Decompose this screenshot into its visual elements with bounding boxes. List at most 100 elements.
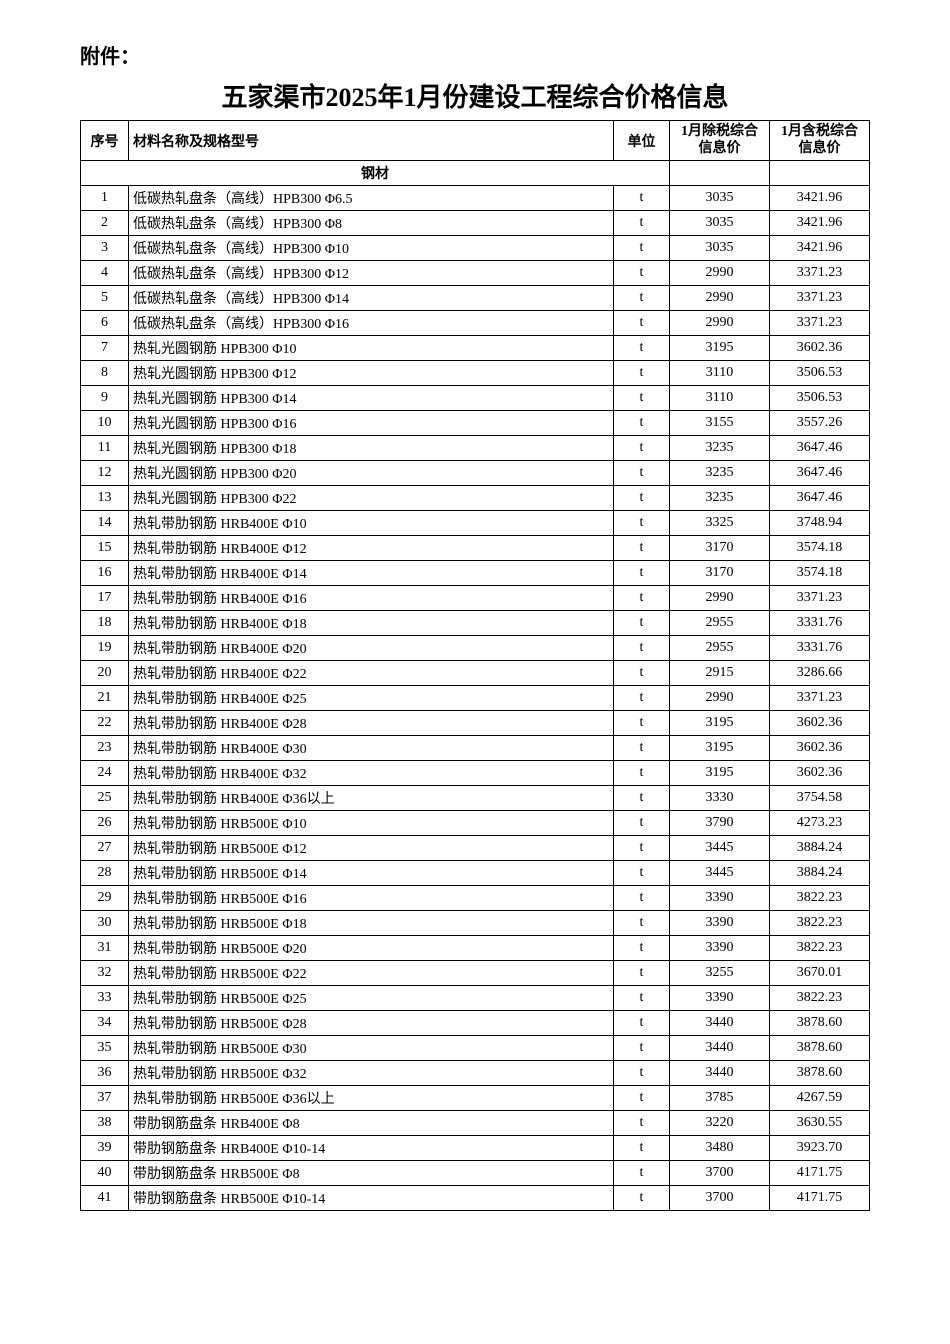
cell-seq: 40: [81, 1161, 129, 1186]
table-row: 21热轧带肋钢筋 HRB400E Φ25t29903371.23: [81, 686, 870, 711]
cell-price-excl: 3035: [670, 236, 770, 261]
table-row: 23热轧带肋钢筋 HRB400E Φ30t31953602.36: [81, 736, 870, 761]
cell-seq: 27: [81, 836, 129, 861]
cell-name: 热轧光圆钢筋 HPB300 Φ14: [129, 386, 614, 411]
cell-name: 热轧带肋钢筋 HRB400E Φ25: [129, 686, 614, 711]
cell-price-incl: 3557.26: [770, 411, 870, 436]
cell-price-excl: 3440: [670, 1061, 770, 1086]
table-row: 13热轧光圆钢筋 HPB300 Φ22t32353647.46: [81, 486, 870, 511]
cell-name: 热轧带肋钢筋 HRB500E Φ12: [129, 836, 614, 861]
cell-price-excl: 3700: [670, 1161, 770, 1186]
cell-seq: 30: [81, 911, 129, 936]
cell-price-excl: 3195: [670, 736, 770, 761]
cell-name: 热轧光圆钢筋 HPB300 Φ18: [129, 436, 614, 461]
cell-price-incl: 4171.75: [770, 1186, 870, 1211]
cell-price-excl: 3330: [670, 786, 770, 811]
table-row: 32热轧带肋钢筋 HRB500E Φ22t32553670.01: [81, 961, 870, 986]
cell-unit: t: [614, 236, 670, 261]
cell-price-incl: 3647.46: [770, 486, 870, 511]
cell-seq: 13: [81, 486, 129, 511]
table-row: 14热轧带肋钢筋 HRB400E Φ10t33253748.94: [81, 511, 870, 536]
table-row: 18热轧带肋钢筋 HRB400E Φ18t29553331.76: [81, 611, 870, 636]
cell-price-incl: 3878.60: [770, 1036, 870, 1061]
cell-unit: t: [614, 211, 670, 236]
page-title: 五家渠市2025年1月份建设工程综合价格信息: [80, 77, 870, 114]
cell-price-incl: 3421.96: [770, 236, 870, 261]
cell-price-incl: 3602.36: [770, 336, 870, 361]
cell-seq: 37: [81, 1086, 129, 1111]
cell-price-excl: 3035: [670, 211, 770, 236]
table-row: 24热轧带肋钢筋 HRB400E Φ32t31953602.36: [81, 761, 870, 786]
cell-price-incl: 3670.01: [770, 961, 870, 986]
cell-name: 热轧光圆钢筋 HPB300 Φ16: [129, 411, 614, 436]
cell-name: 低碳热轧盘条（高线）HPB300 Φ16: [129, 311, 614, 336]
cell-unit: t: [614, 836, 670, 861]
cell-unit: t: [614, 811, 670, 836]
cell-price-incl: 3506.53: [770, 386, 870, 411]
cell-seq: 6: [81, 311, 129, 336]
cell-price-excl: 3390: [670, 986, 770, 1011]
cell-name: 热轧光圆钢筋 HPB300 Φ10: [129, 336, 614, 361]
cell-unit: t: [614, 386, 670, 411]
cell-price-excl: 3785: [670, 1086, 770, 1111]
cell-price-incl: 3884.24: [770, 836, 870, 861]
cell-price-excl: 3195: [670, 761, 770, 786]
cell-price-excl: 2990: [670, 586, 770, 611]
cell-seq: 10: [81, 411, 129, 436]
cell-seq: 19: [81, 636, 129, 661]
cell-price-excl: 3170: [670, 561, 770, 586]
cell-seq: 36: [81, 1061, 129, 1086]
cell-price-excl: 2955: [670, 636, 770, 661]
cell-unit: t: [614, 511, 670, 536]
cell-name: 热轧带肋钢筋 HRB400E Φ12: [129, 536, 614, 561]
cell-seq: 15: [81, 536, 129, 561]
cell-unit: t: [614, 786, 670, 811]
table-row: 30热轧带肋钢筋 HRB500E Φ18t33903822.23: [81, 911, 870, 936]
cell-seq: 38: [81, 1111, 129, 1136]
cell-seq: 14: [81, 511, 129, 536]
header-name: 材料名称及规格型号: [129, 121, 614, 161]
table-row: 38带肋钢筋盘条 HRB400E Φ8t32203630.55: [81, 1111, 870, 1136]
cell-unit: t: [614, 361, 670, 386]
cell-price-incl: 3421.96: [770, 186, 870, 211]
cell-price-excl: 3235: [670, 461, 770, 486]
table-header-row: 序号 材料名称及规格型号 单位 1月除税综合信息价 1月含税综合信息价: [81, 121, 870, 161]
cell-price-incl: 3822.23: [770, 986, 870, 1011]
attachment-label: 附件：: [80, 40, 870, 69]
cell-price-excl: 3195: [670, 711, 770, 736]
table-row: 7热轧光圆钢筋 HPB300 Φ10t31953602.36: [81, 336, 870, 361]
cell-price-incl: 3602.36: [770, 761, 870, 786]
cell-unit: t: [614, 886, 670, 911]
cell-price-incl: 4273.23: [770, 811, 870, 836]
table-row: 8热轧光圆钢筋 HPB300 Φ12t31103506.53: [81, 361, 870, 386]
table-row: 1低碳热轧盘条（高线）HPB300 Φ6.5t30353421.96: [81, 186, 870, 211]
cell-unit: t: [614, 336, 670, 361]
cell-price-excl: 3110: [670, 361, 770, 386]
cell-price-incl: 3884.24: [770, 861, 870, 886]
table-row: 29热轧带肋钢筋 HRB500E Φ16t33903822.23: [81, 886, 870, 911]
section-empty-cell: [770, 161, 870, 186]
cell-name: 热轧带肋钢筋 HRB400E Φ36以上: [129, 786, 614, 811]
cell-price-excl: 3445: [670, 836, 770, 861]
cell-unit: t: [614, 411, 670, 436]
cell-price-excl: 3390: [670, 936, 770, 961]
table-row: 26热轧带肋钢筋 HRB500E Φ10t37904273.23: [81, 811, 870, 836]
cell-seq: 21: [81, 686, 129, 711]
cell-name: 热轧带肋钢筋 HRB400E Φ20: [129, 636, 614, 661]
cell-price-incl: 3371.23: [770, 286, 870, 311]
cell-price-incl: 3878.60: [770, 1061, 870, 1086]
cell-price-incl: 4171.75: [770, 1161, 870, 1186]
cell-unit: t: [614, 686, 670, 711]
table-row: 39带肋钢筋盘条 HRB400E Φ10-14t34803923.70: [81, 1136, 870, 1161]
cell-seq: 25: [81, 786, 129, 811]
table-row: 41带肋钢筋盘条 HRB500E Φ10-14t37004171.75: [81, 1186, 870, 1211]
cell-price-incl: 3371.23: [770, 311, 870, 336]
cell-name: 热轧带肋钢筋 HRB500E Φ10: [129, 811, 614, 836]
section-name: 钢材: [81, 161, 670, 186]
cell-name: 热轧带肋钢筋 HRB500E Φ22: [129, 961, 614, 986]
cell-seq: 18: [81, 611, 129, 636]
price-table: 序号 材料名称及规格型号 单位 1月除税综合信息价 1月含税综合信息价 钢材 1…: [80, 120, 870, 1211]
cell-name: 热轧光圆钢筋 HPB300 Φ12: [129, 361, 614, 386]
cell-name: 低碳热轧盘条（高线）HPB300 Φ14: [129, 286, 614, 311]
table-row: 34热轧带肋钢筋 HRB500E Φ28t34403878.60: [81, 1011, 870, 1036]
